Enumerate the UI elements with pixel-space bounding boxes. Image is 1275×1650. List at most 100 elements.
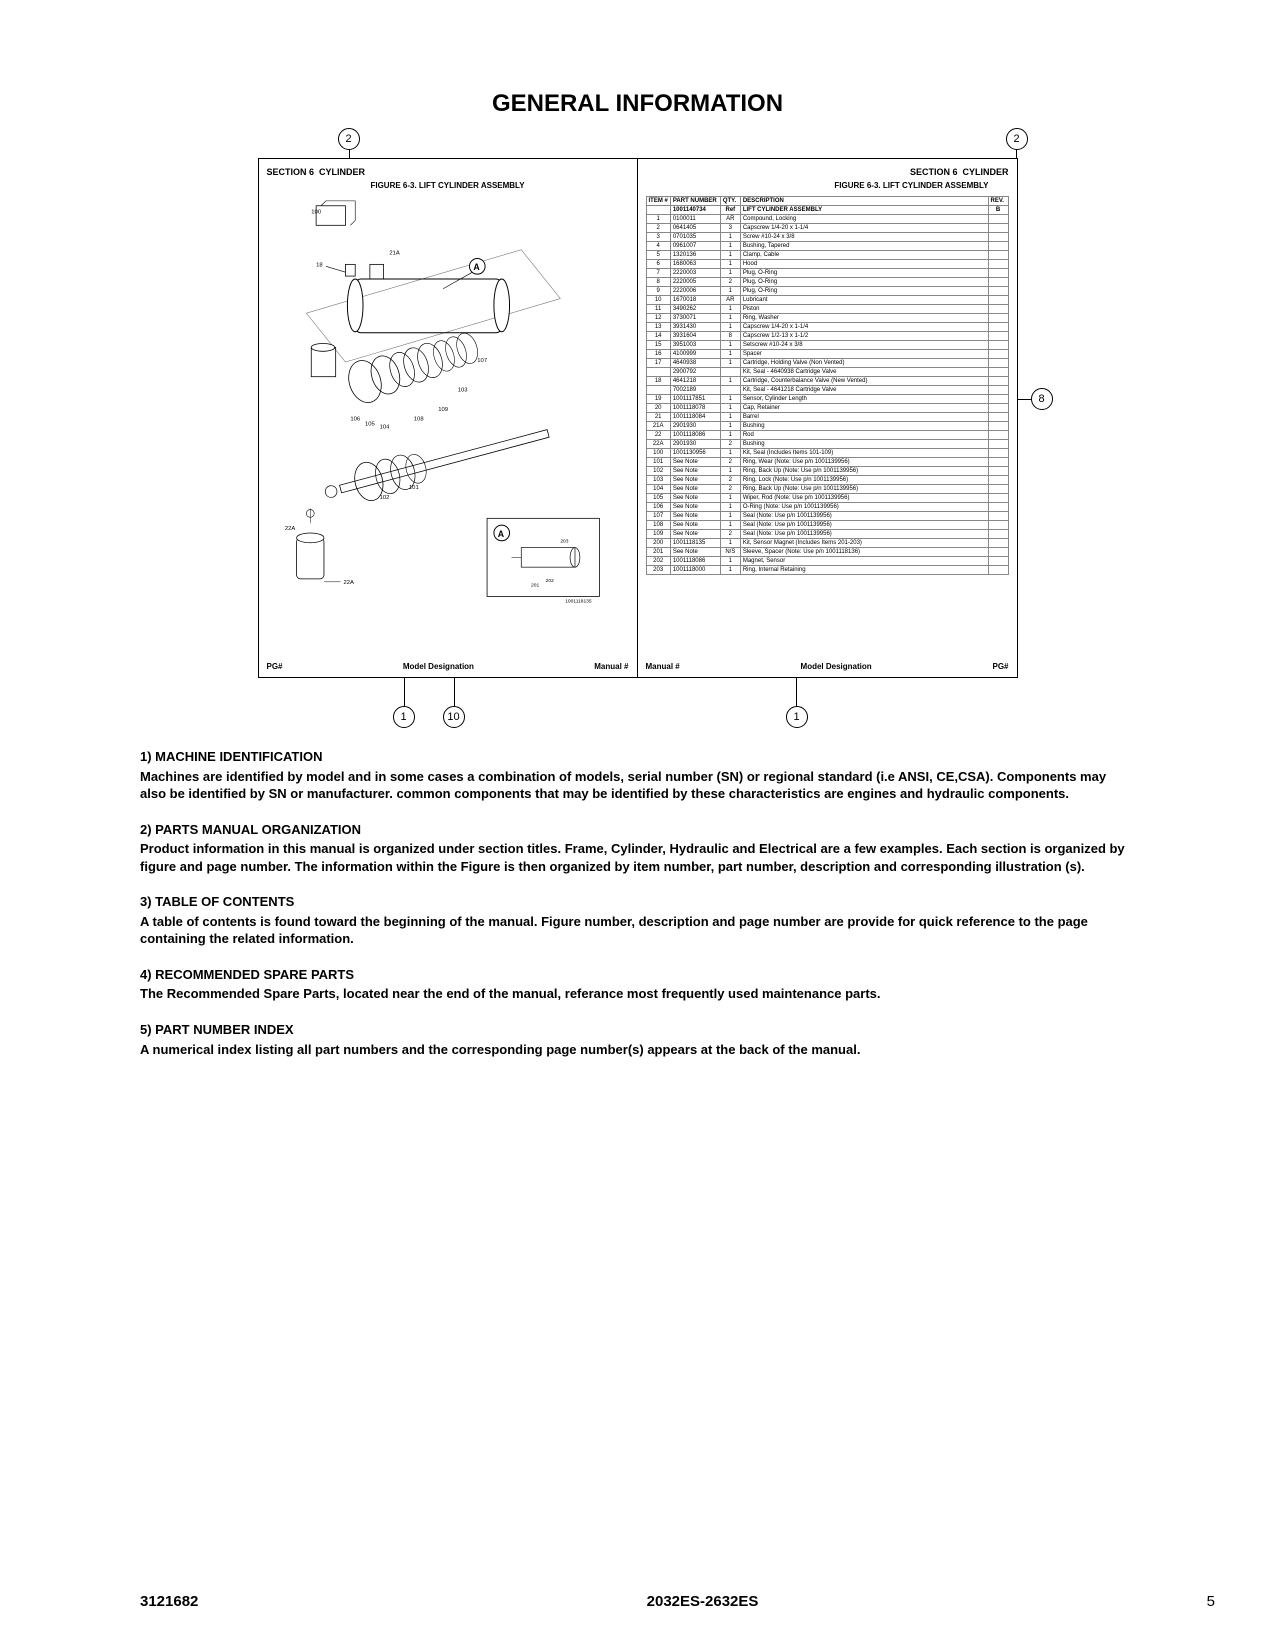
table-cell: Cartridge, Holding Valve (Non Vented)	[740, 359, 988, 368]
table-cell: 1	[646, 215, 670, 224]
table-cell: 203	[646, 566, 670, 575]
section-heading: 3) TABLE OF CONTENTS	[140, 893, 1135, 911]
table-row: 1641009991Spacer	[646, 350, 1008, 359]
table-cell: See Note	[670, 548, 720, 557]
table-cell	[646, 206, 670, 215]
table-cell: 1	[720, 305, 740, 314]
table-cell: 1	[720, 323, 740, 332]
table-cell	[988, 449, 1008, 458]
table-cell	[988, 476, 1008, 485]
table-cell: 1670018	[670, 296, 720, 305]
svg-text:1001118135: 1001118135	[565, 598, 592, 604]
table-cell: See Note	[670, 467, 720, 476]
table-cell	[988, 566, 1008, 575]
table-cell: Kit, Seal - 4640938 Cartridge Valve	[740, 368, 988, 377]
table-cell: Bushing	[740, 440, 988, 449]
table-row: 102See Note1Ring, Back Up (Note: Use p/n…	[646, 467, 1008, 476]
table-cell: Bushing, Tapered	[740, 242, 988, 251]
table-cell: Capscrew 1/4-20 x 1-1/4	[740, 224, 988, 233]
table-row: 105See Note1Wiper, Rod (Note: Use p/n 10…	[646, 494, 1008, 503]
table-row: 101670018ARLubricant	[646, 296, 1008, 305]
table-cell: Ref	[720, 206, 740, 215]
table-cell: 1	[720, 512, 740, 521]
table-cell: 200	[646, 539, 670, 548]
table-cell: 2	[720, 485, 740, 494]
footer-center: 2032ES-2632ES	[647, 1593, 759, 1610]
table-row: 722200031Plug, O-Ring	[646, 269, 1008, 278]
table-cell	[988, 251, 1008, 260]
table-row: 20310011180001Ring, Internal Retaining	[646, 566, 1008, 575]
table-cell: 1001118086	[670, 557, 720, 566]
table-cell: Setscrew #10-24 x 3/8	[740, 341, 988, 350]
table-cell: 108	[646, 521, 670, 530]
table-row: 409610071Bushing, Tapered	[646, 242, 1008, 251]
section-heading: 4) RECOMMENDED SPARE PARTS	[140, 966, 1135, 984]
table-cell: Ring, Back Up (Note: Use p/n 1001139956)	[740, 467, 988, 476]
table-cell: 4641218	[670, 377, 720, 386]
svg-text:A: A	[473, 262, 480, 272]
table-cell	[988, 413, 1008, 422]
table-cell: Magnet, Sensor	[740, 557, 988, 566]
table-cell: 0961007	[670, 242, 720, 251]
table-cell: 3931604	[670, 332, 720, 341]
table-row: 104See Note2Ring, Back Up (Note: Use p/n…	[646, 485, 1008, 494]
table-cell: 2	[720, 440, 740, 449]
table-cell	[988, 404, 1008, 413]
svg-text:18: 18	[316, 262, 323, 268]
table-row: 10100011ARCompound, Locking	[646, 215, 1008, 224]
table-cell: Plug, O-Ring	[740, 287, 988, 296]
table-cell: 1680063	[670, 260, 720, 269]
table-cell: 2901930	[670, 440, 720, 449]
table-cell: 11	[646, 305, 670, 314]
table-cell: Plug, O-Ring	[740, 278, 988, 287]
table-cell	[988, 233, 1008, 242]
section-heading: 1) MACHINE IDENTIFICATION	[140, 748, 1135, 766]
right-panel: SECTION 6 CYLINDER FIGURE 6-3. LIFT CYLI…	[638, 159, 1017, 677]
table-cell: 1001117851	[670, 395, 720, 404]
table-cell: 107	[646, 512, 670, 521]
table-cell	[988, 287, 1008, 296]
table-cell: Piston	[740, 305, 988, 314]
table-cell: See Note	[670, 458, 720, 467]
table-cell: See Note	[670, 485, 720, 494]
table-cell: 1	[720, 287, 740, 296]
table-row: 1134902621Piston	[646, 305, 1008, 314]
table-cell: 3951003	[670, 341, 720, 350]
table-row: 22A29019302Bushing	[646, 440, 1008, 449]
table-cell: 1001118084	[670, 413, 720, 422]
table-cell: 1	[720, 359, 740, 368]
table-cell: 1001130956	[670, 449, 720, 458]
table-cell: 2901930	[670, 422, 720, 431]
table-cell	[988, 332, 1008, 341]
table-cell: 1	[720, 350, 740, 359]
section-body: The Recommended Spare Parts, located nea…	[140, 985, 1135, 1003]
table-cell	[988, 386, 1008, 395]
callout-2-left: 2	[338, 128, 360, 150]
table-row: 1237300711Ring, Washer	[646, 314, 1008, 323]
figure-title-right: FIGURE 6-3. LIFT CYLINDER ASSEMBLY	[646, 181, 1009, 190]
table-cell: Ring, Washer	[740, 314, 988, 323]
table-cell: Sleeve, Spacer (Note: Use p/n 1001118136…	[740, 548, 988, 557]
table-cell: 5	[646, 251, 670, 260]
diagram-container: 2 2 10 6 7 8 9 1 10 1 SECTION 6 CYLINDER…	[258, 158, 1018, 678]
table-cell: 1001118078	[670, 404, 720, 413]
table-row: 2110011180841Barrel	[646, 413, 1008, 422]
table-cell	[988, 377, 1008, 386]
table-cell: 101	[646, 458, 670, 467]
table-cell: 2220005	[670, 278, 720, 287]
table-cell: 100	[646, 449, 670, 458]
table-cell	[988, 359, 1008, 368]
table-cell: Ring, Lock (Note: Use p/n 1001139956)	[740, 476, 988, 485]
table-cell	[988, 512, 1008, 521]
table-cell: Capscrew 1/4-20 x 1-1/4	[740, 323, 988, 332]
table-cell	[988, 242, 1008, 251]
section-body: Product information in this manual is or…	[140, 840, 1135, 875]
table-cell: 109	[646, 530, 670, 539]
table-cell: 0641405	[670, 224, 720, 233]
table-cell: 0701035	[670, 233, 720, 242]
diagram-frame: SECTION 6 CYLINDER FIGURE 6-3. LIFT CYLI…	[258, 158, 1018, 678]
table-cell: See Note	[670, 476, 720, 485]
table-cell: 6	[646, 260, 670, 269]
page-title: GENERAL INFORMATION	[140, 90, 1135, 118]
table-row: 10010011309561Kit, Seal (Includes Items …	[646, 449, 1008, 458]
